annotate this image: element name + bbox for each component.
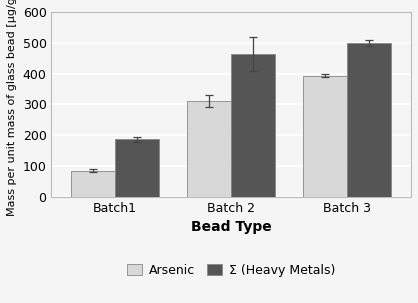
Bar — [347, 43, 391, 197]
Bar — [115, 139, 159, 197]
Legend: Arsenic, Σ (Heavy Metals): Arsenic, Σ (Heavy Metals) — [122, 258, 340, 281]
Bar — [187, 101, 231, 197]
X-axis label: Bead Type: Bead Type — [191, 220, 272, 234]
Y-axis label: Mass per unit mass of glass bead [μg/g]: Mass per unit mass of glass bead [μg/g] — [7, 0, 17, 216]
Bar — [303, 76, 347, 197]
Bar — [231, 54, 275, 197]
Bar — [71, 171, 115, 197]
